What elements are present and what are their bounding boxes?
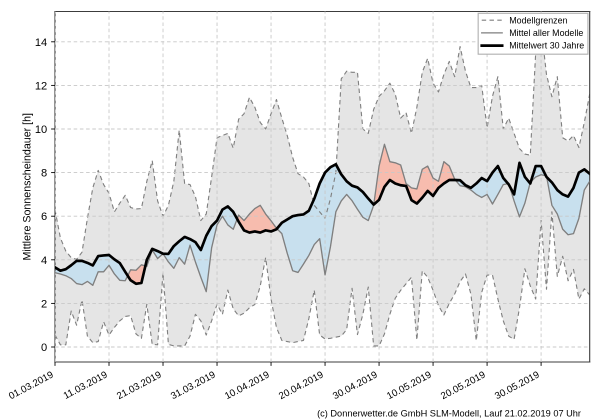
svg-text:0: 0 (41, 342, 47, 354)
svg-text:2: 2 (41, 298, 47, 310)
svg-text:10: 10 (35, 124, 47, 136)
svg-text:Mittel aller Modelle: Mittel aller Modelle (509, 28, 583, 38)
svg-text:Mittlere Sonnenscheindauer [h]: Mittlere Sonnenscheindauer [h] (21, 113, 33, 261)
svg-text:6: 6 (41, 211, 47, 223)
svg-text:12: 12 (35, 80, 47, 92)
svg-text:14: 14 (35, 37, 47, 49)
svg-text:4: 4 (41, 255, 47, 267)
svg-text:Mittelwert 30 Jahre: Mittelwert 30 Jahre (509, 41, 584, 51)
svg-text:Modellgrenzen: Modellgrenzen (509, 15, 567, 25)
svg-text:8: 8 (41, 168, 47, 180)
svg-text:(c) Donnerwetter.de GmbH SLM-M: (c) Donnerwetter.de GmbH SLM-Modell, Lau… (317, 409, 581, 419)
